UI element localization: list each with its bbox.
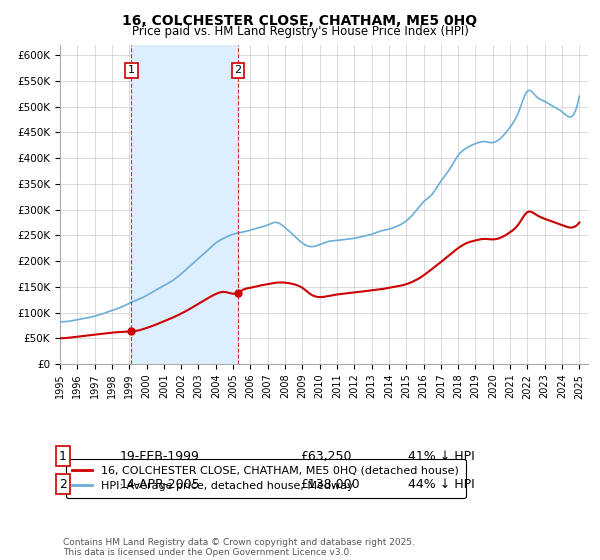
Text: £63,250: £63,250 [300,450,352,463]
Text: 2: 2 [235,66,242,76]
Text: 19-FEB-1999: 19-FEB-1999 [120,450,200,463]
Text: 44% ↓ HPI: 44% ↓ HPI [408,478,475,491]
Legend: 16, COLCHESTER CLOSE, CHATHAM, ME5 0HQ (detached house), HPI: Average price, det: 16, COLCHESTER CLOSE, CHATHAM, ME5 0HQ (… [65,459,466,498]
Text: 2: 2 [59,478,67,491]
Text: 14-APR-2005: 14-APR-2005 [120,478,200,491]
Bar [131,45,238,364]
Text: Price paid vs. HM Land Registry's House Price Index (HPI): Price paid vs. HM Land Registry's House … [131,25,469,38]
Text: 1: 1 [59,450,67,463]
Text: £138,000: £138,000 [300,478,359,491]
Text: 41% ↓ HPI: 41% ↓ HPI [408,450,475,463]
Text: 16, COLCHESTER CLOSE, CHATHAM, ME5 0HQ: 16, COLCHESTER CLOSE, CHATHAM, ME5 0HQ [122,14,478,28]
Text: Contains HM Land Registry data © Crown copyright and database right 2025.
This d: Contains HM Land Registry data © Crown c… [63,538,415,557]
Text: 1: 1 [128,66,135,76]
